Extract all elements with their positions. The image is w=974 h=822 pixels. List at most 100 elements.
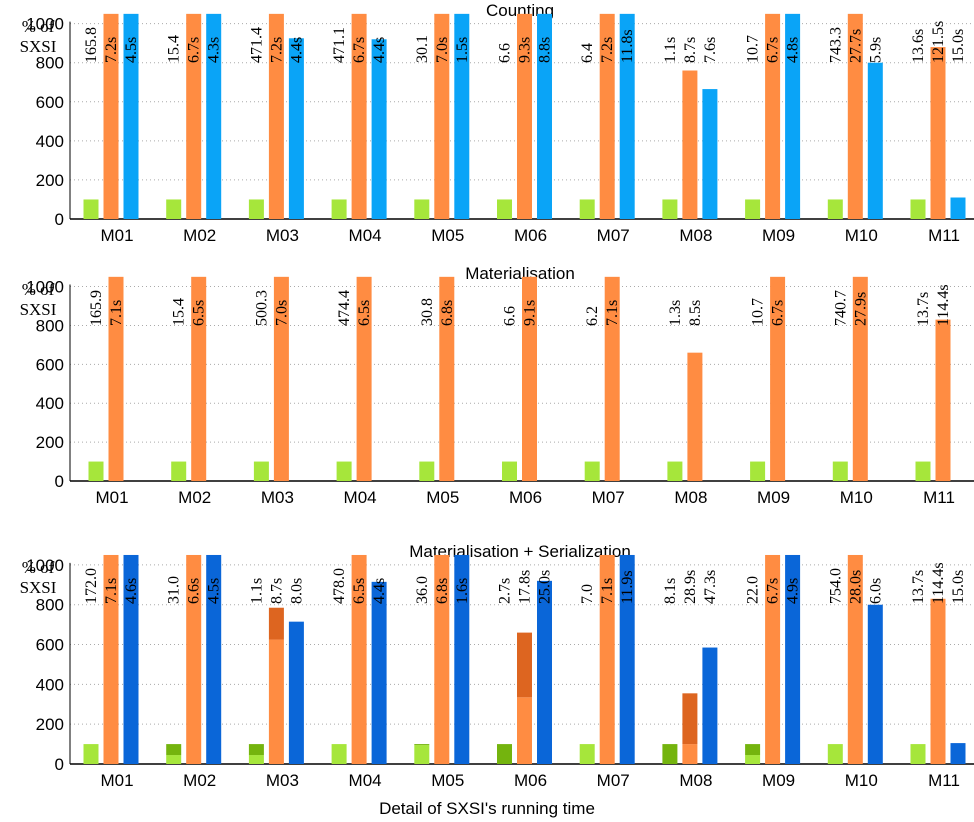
data-label: 2.7s (497, 578, 514, 604)
bar (414, 199, 430, 219)
x-tick-label: M04 (349, 771, 382, 790)
x-tick-label: M09 (762, 226, 795, 245)
bar (910, 199, 926, 219)
bar (770, 276, 786, 481)
x-tick-label: M09 (757, 488, 790, 507)
data-label: 6.7s (770, 300, 787, 326)
data-label: 754.0 (827, 568, 844, 604)
bar-overhead-segment (166, 744, 182, 756)
data-label: 10.7 (750, 298, 767, 326)
data-label: 4.5s (206, 578, 223, 604)
data-label: 8.1s (662, 578, 679, 604)
data-label: 6.8s (439, 300, 456, 326)
bar (785, 13, 801, 219)
bar (745, 199, 761, 219)
x-tick-label: M07 (592, 488, 625, 507)
bar (83, 199, 99, 219)
data-label: 30.1 (414, 35, 431, 63)
bar (356, 276, 372, 481)
bar (852, 276, 868, 481)
y-axis-label: SXSI (20, 300, 57, 319)
data-label: 15.0s (950, 29, 967, 63)
x-tick-label: M01 (100, 226, 133, 245)
x-tick-label: M01 (100, 771, 133, 790)
bar (351, 13, 367, 219)
bar (517, 13, 532, 219)
bar (434, 554, 450, 764)
bar (186, 554, 202, 764)
bar (454, 554, 470, 764)
data-label: 31.0 (166, 576, 183, 604)
bar (288, 38, 304, 219)
x-tick-label: M04 (349, 226, 382, 245)
y-tick-label: 0 (55, 210, 64, 229)
y-axis-label: % of (22, 280, 55, 299)
data-label: 8.7s (682, 37, 699, 63)
x-tick-label: M10 (840, 488, 873, 507)
bar (186, 13, 202, 219)
bar (682, 744, 698, 764)
data-label: 13.6s (910, 29, 927, 63)
x-tick-label: M08 (679, 771, 712, 790)
x-tick-label: M04 (344, 488, 377, 507)
x-tick-label: M08 (674, 488, 707, 507)
data-label: 6.7s (765, 37, 782, 63)
panel-materialisation: 0 200 400 600 800 1000 Materialisation % ofSXSI… (20, 264, 974, 507)
data-label: 27.9s (852, 292, 869, 326)
bar (537, 580, 552, 764)
data-label: 6.6 (502, 306, 519, 326)
data-label: 121.5s (930, 21, 947, 63)
bar (171, 461, 187, 481)
bar (166, 199, 182, 219)
bar (206, 554, 222, 764)
data-label: 7.1s (103, 578, 120, 604)
x-tick-label: M11 (928, 226, 960, 245)
data-label: 28.0s (847, 570, 864, 604)
bar (268, 13, 284, 219)
data-label: 7.1s (604, 300, 621, 326)
x-tick-label: M06 (514, 771, 547, 790)
x-tick-label: M06 (509, 488, 542, 507)
data-label: 1.1s (248, 578, 265, 604)
data-label: 4.5s (123, 37, 140, 63)
data-label: 15.0s (950, 570, 967, 604)
data-label: 114.4s (930, 562, 947, 604)
data-label: 471.1 (331, 27, 348, 63)
x-tick-label: M06 (514, 226, 547, 245)
bar (930, 598, 946, 764)
data-label: 36.0 (414, 576, 431, 604)
bar (765, 554, 781, 764)
bar (123, 13, 139, 219)
bar (619, 13, 635, 219)
bar (288, 621, 304, 764)
data-label: 9.1s (522, 300, 539, 326)
bar (191, 276, 207, 481)
x-tick-label: M07 (597, 771, 630, 790)
bar-overhead-segment (682, 693, 698, 745)
bar (584, 461, 600, 481)
data-label: 6.8s (434, 578, 451, 604)
bar (253, 461, 269, 481)
x-tick-label: M03 (266, 771, 299, 790)
data-label: 8.0s (288, 578, 305, 604)
y-axis-label: % of (22, 17, 55, 36)
data-label: 114.4s (935, 284, 952, 326)
data-label: 4.4s (371, 37, 388, 63)
x-tick-label: M01 (95, 488, 128, 507)
y-axis-label: SXSI (20, 578, 57, 597)
bar (434, 13, 450, 219)
bar (702, 89, 718, 219)
data-label: 500.3 (253, 290, 270, 326)
bar (750, 461, 766, 481)
bar (867, 604, 883, 764)
x-tick-label: M08 (679, 226, 712, 245)
x-tick-label: M10 (845, 771, 878, 790)
y-axis-label: SXSI (20, 37, 57, 56)
y-tick-label: 800 (36, 54, 64, 73)
bar (268, 639, 284, 764)
bar (579, 744, 595, 764)
data-label: 474.4 (336, 290, 353, 326)
data-label: 4.9s (785, 578, 802, 604)
bar (502, 461, 517, 481)
